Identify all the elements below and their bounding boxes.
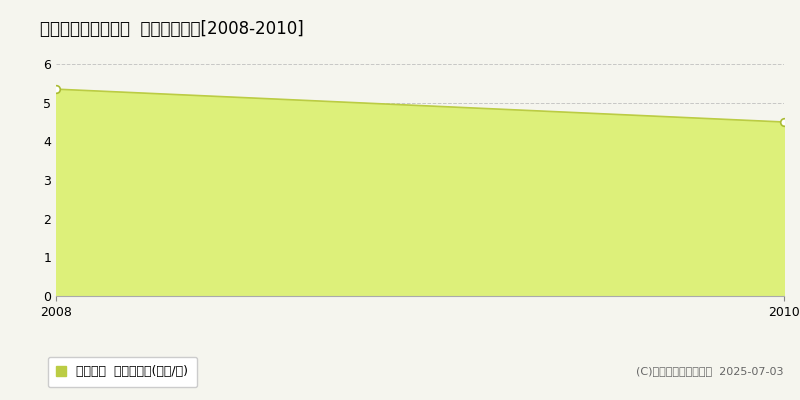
- Text: 東津軽郡平内町中野  土地価格推移[2008-2010]: 東津軽郡平内町中野 土地価格推移[2008-2010]: [40, 20, 304, 38]
- Legend: 土地価格  平均坪単価(万円/坪): 土地価格 平均坪単価(万円/坪): [48, 357, 197, 387]
- Point: [50, 86, 62, 92]
- Point: [778, 119, 790, 125]
- Text: (C)土地価格ドットコム  2025-07-03: (C)土地価格ドットコム 2025-07-03: [637, 366, 784, 376]
